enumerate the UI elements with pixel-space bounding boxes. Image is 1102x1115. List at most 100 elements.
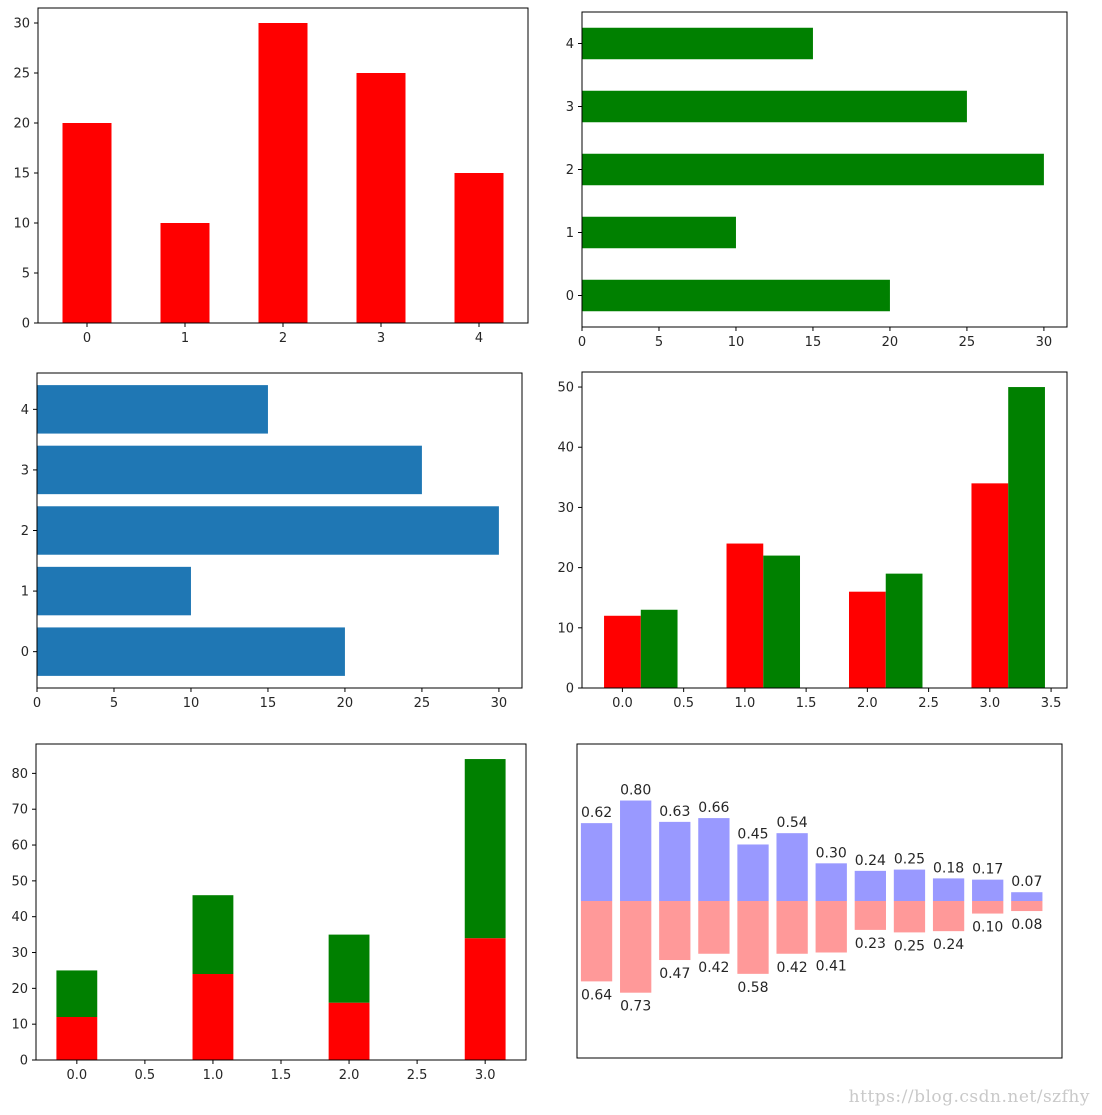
y-tick-label: 20 — [11, 982, 28, 997]
y-tick-label: 0 — [21, 645, 29, 660]
axes-frame — [35, 743, 527, 1061]
bar-2 — [37, 506, 499, 555]
bar-0 — [582, 279, 890, 312]
y-tick-label: 30 — [557, 501, 574, 516]
bar-2 — [582, 153, 1044, 186]
x-tick-label: 0.5 — [673, 696, 694, 711]
y-tick-label: 40 — [11, 910, 28, 925]
x-tick-label: 25 — [959, 335, 976, 350]
subplot-6: 0.62 0.80 0.63 0.66 0.45 0.54 0.30 0.24 0.25 0.18… — [576, 743, 1063, 1059]
bar-1 — [582, 216, 736, 249]
y-tick-label: 50 — [11, 874, 28, 889]
data-label-pos-3: 0.66 — [698, 800, 729, 816]
x-tick-label: 25 — [414, 696, 431, 711]
y-tick-label: 0 — [566, 682, 574, 697]
data-label-neg-11: 0.08 — [1011, 917, 1042, 933]
bar-pos-5 — [776, 833, 808, 901]
bar-pos-0 — [580, 823, 613, 901]
x-tick-label: 0.0 — [612, 696, 633, 711]
data-label-pos-0: 0.62 — [581, 805, 612, 821]
y-tick-label: 10 — [11, 1018, 28, 1033]
bar-neg-3 — [698, 901, 730, 954]
bar-pos-2 — [659, 821, 691, 901]
bar-neg-11 — [1011, 901, 1043, 912]
y-tick-label: 10 — [557, 621, 574, 636]
data-label-pos-11: 0.07 — [1011, 874, 1042, 890]
bar-4 — [582, 27, 813, 60]
y-tick-label: 25 — [13, 67, 30, 82]
bar-1 — [37, 566, 191, 616]
y-tick-label: 30 — [13, 17, 30, 32]
x-tick-label: 1.0 — [203, 1068, 224, 1083]
data-label-neg-3: 0.42 — [698, 960, 729, 976]
x-tick-label: 20 — [882, 335, 899, 350]
bar-pos-4 — [737, 844, 769, 901]
data-label-neg-4: 0.58 — [737, 980, 768, 996]
y-tick-label: 5 — [22, 267, 30, 282]
bar-s1-3 — [464, 938, 506, 1060]
data-label-neg-7: 0.23 — [855, 936, 886, 952]
bar-s1-1 — [726, 543, 764, 688]
bar-s1-0 — [56, 1017, 98, 1060]
bar-neg-5 — [776, 901, 808, 954]
bar-pos-8 — [893, 869, 926, 901]
x-tick-label: 15 — [260, 696, 277, 711]
x-tick-label: 2.0 — [339, 1068, 360, 1083]
y-tick-label: 0 — [20, 1054, 28, 1069]
bar-s2-3 — [1008, 387, 1045, 688]
subplot-5: 0.0 0.5 1.0 1.5 2.0 2.5 3.0 0 10 20 30 40 50 60 70 80 — [11, 743, 527, 1083]
bar-s1-2 — [328, 1002, 370, 1060]
y-tick-label: 50 — [557, 381, 574, 396]
subplot-2: 0 5 10 15 20 25 30 0 1 2 3 4 — [566, 11, 1068, 350]
y-tick-label: 3 — [21, 463, 29, 478]
y-tick-label: 20 — [557, 561, 574, 576]
x-tick-label: 2.5 — [407, 1068, 428, 1083]
data-label-neg-5: 0.42 — [777, 960, 808, 976]
bar-pos-10 — [972, 879, 1004, 901]
x-tick-label: 0 — [33, 696, 41, 711]
data-label-pos-2: 0.63 — [659, 804, 690, 820]
bar-neg-2 — [659, 901, 691, 961]
x-tick-label: 5 — [655, 335, 663, 350]
bar-3 — [37, 445, 422, 495]
x-tick-label: 1.0 — [735, 696, 756, 711]
y-tick-label: 80 — [11, 767, 28, 782]
x-tick-label: 0.5 — [135, 1068, 156, 1083]
y-tick-label: 1 — [21, 585, 29, 600]
x-tick-label: 30 — [1036, 335, 1053, 350]
bar-0 — [62, 123, 112, 323]
bar-s1-0 — [604, 615, 641, 688]
bar-neg-4 — [737, 901, 769, 974]
x-tick-label: 3.5 — [1041, 696, 1062, 711]
y-tick-label: 4 — [566, 37, 574, 52]
bar-s1-3 — [971, 483, 1009, 688]
x-tick-label: 20 — [337, 696, 354, 711]
axes-frame — [581, 371, 1068, 689]
y-tick-label: 60 — [11, 839, 28, 854]
x-tick-label: 3 — [377, 331, 385, 346]
bar-s2-1 — [192, 895, 234, 975]
bar-pos-3 — [698, 818, 730, 901]
bar-s2-1 — [763, 555, 801, 688]
x-tick-label: 1.5 — [796, 696, 817, 711]
x-tick-label: 0 — [83, 331, 91, 346]
data-label-pos-6: 0.30 — [816, 845, 847, 861]
axes-frame — [576, 743, 1063, 1059]
bar-3 — [582, 90, 967, 123]
y-tick-label: 70 — [11, 803, 28, 818]
x-tick-label: 5 — [110, 696, 118, 711]
bar-1 — [160, 223, 210, 323]
data-label-pos-10: 0.17 — [972, 862, 1003, 878]
bar-neg-10 — [972, 901, 1004, 914]
data-label-neg-1: 0.73 — [620, 999, 651, 1015]
data-label-pos-5: 0.54 — [777, 815, 808, 831]
bar-neg-6 — [815, 901, 847, 953]
bar-s1-1 — [192, 974, 234, 1060]
x-tick-label: 1.5 — [271, 1068, 292, 1083]
x-tick-label: 15 — [805, 335, 822, 350]
y-tick-label: 20 — [13, 117, 30, 132]
y-tick-label: 15 — [13, 167, 30, 182]
bar-2 — [258, 23, 308, 323]
x-tick-label: 2.5 — [918, 696, 939, 711]
